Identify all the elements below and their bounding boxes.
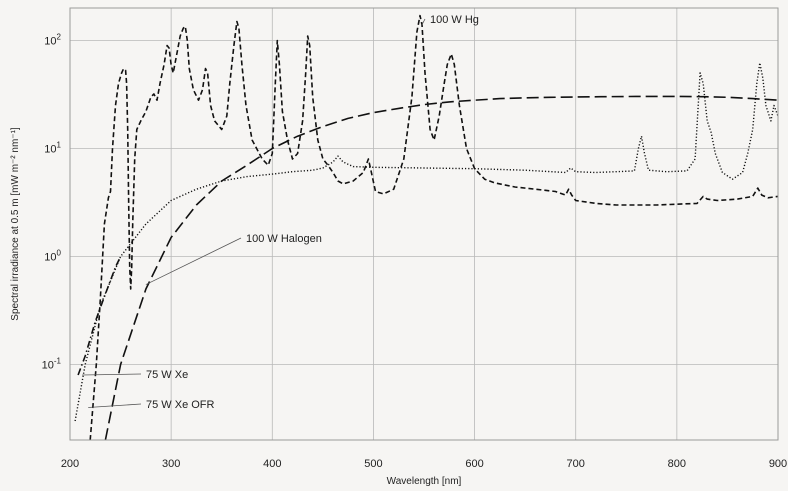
y-axis-label: Spectral irradiance at 0.5 m [mW m⁻² nm⁻… (10, 127, 21, 321)
series-lines (74, 14, 779, 441)
x-tick-label: 200 (61, 458, 79, 470)
annotation-leader (88, 403, 142, 408)
x-tick-label: 400 (263, 458, 281, 470)
annotation-label: 100 W Halogen (246, 233, 322, 245)
y-tick-label: 100 (44, 249, 61, 264)
tick-labels: 200 300 400 500 600 700 800 900 10-1 100 101 102 (42, 33, 788, 470)
annotation-label: 75 W Xe (146, 369, 188, 381)
y-tick-label: 10-1 (42, 357, 62, 372)
annotation-label: 100 W Hg (430, 14, 479, 26)
x-tick-label: 900 (769, 458, 787, 470)
annotation-label: 75 W Xe OFR (146, 399, 215, 411)
y-tick-label: 102 (44, 33, 61, 48)
annotation-leader (421, 18, 426, 25)
x-tick-label: 800 (668, 458, 686, 470)
series-line-75-w-xe (74, 62, 779, 422)
y-tick-label: 101 (44, 141, 61, 156)
x-tick-label: 300 (162, 458, 180, 470)
annotation-leader (82, 373, 142, 376)
series-line-100-w-halogen (104, 95, 779, 441)
series-line-75-w-xe-ofr (77, 256, 122, 376)
annotation-leader (145, 237, 242, 285)
x-axis-label: Wavelength [nm] (387, 476, 462, 487)
x-tick-label: 700 (567, 458, 585, 470)
x-tick-label: 600 (465, 458, 483, 470)
plot-frame (69, 7, 779, 441)
x-tick-label: 500 (364, 458, 382, 470)
series-annotations: 100 W Hg 100 W Halogen 75 W Xe 75 W Xe OFR (82, 14, 479, 411)
series-line-100-w-hg (89, 14, 779, 441)
